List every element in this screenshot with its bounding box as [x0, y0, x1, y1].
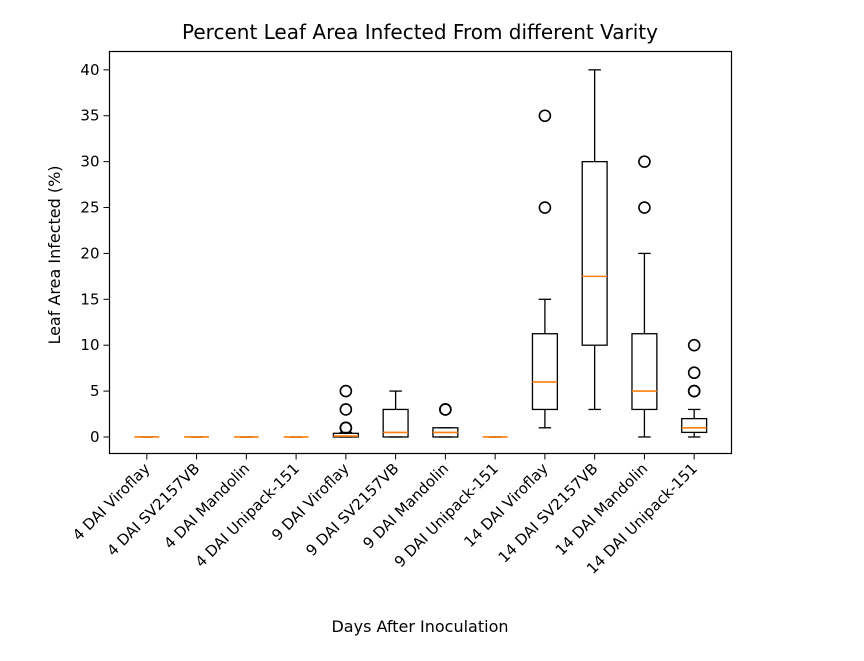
y-axis-label: Leaf Area Infected (%) [45, 165, 64, 344]
outlier-point [339, 421, 353, 435]
x-tick-label: 4 DAI Mandolin [160, 460, 253, 553]
outlier-point [687, 384, 701, 398]
x-tick-label: 14 DAI Mandolin [552, 460, 652, 560]
y-tick-label: 15 [80, 290, 99, 308]
box-group [581, 69, 608, 411]
x-tick-label: 14 DAI Viroflay [460, 460, 551, 551]
iqr-box [382, 408, 409, 438]
y-tick-label: 30 [80, 153, 99, 171]
outlier-point [339, 403, 353, 416]
iqr-box [631, 333, 658, 411]
iqr-box [581, 160, 608, 346]
x-tick-label: 4 DAI SV2157VB [103, 460, 203, 560]
outlier-point [439, 403, 452, 416]
y-tick-label: 5 [90, 382, 100, 400]
y-tick-label: 40 [80, 61, 99, 79]
outlier-point [687, 338, 701, 352]
x-tick-label: 9 DAI Mandolin [359, 460, 452, 553]
outlier-point [638, 201, 651, 214]
x-axis-label: Days After Inoculation [331, 617, 508, 636]
y-tick-label: 20 [80, 244, 99, 262]
iqr-box [531, 333, 558, 411]
y-tick-label: 25 [80, 199, 99, 217]
outlier-point [339, 384, 353, 398]
y-tick-label: 0 [90, 428, 100, 446]
box-series [134, 69, 708, 438]
outlier-point [638, 155, 651, 168]
box-group [631, 155, 658, 438]
box-group [432, 403, 459, 438]
box-group [382, 390, 409, 438]
y-tick-label: 10 [80, 336, 99, 354]
y-axis: 0 5 10 15 20 25 30 35 40 [80, 61, 110, 446]
box-group [531, 109, 558, 429]
iqr-box [681, 417, 708, 434]
y-tick-label: 35 [80, 107, 99, 125]
box-group [681, 338, 708, 438]
outlier-point [687, 366, 701, 380]
outlier-point [538, 109, 552, 123]
outlier-point [538, 201, 552, 214]
chart-title: Percent Leaf Area Infected From differen… [182, 20, 658, 44]
box-group [332, 384, 359, 438]
x-tick-label: 9 DAI SV2157VB [302, 460, 402, 560]
plot-frame [108, 50, 733, 455]
